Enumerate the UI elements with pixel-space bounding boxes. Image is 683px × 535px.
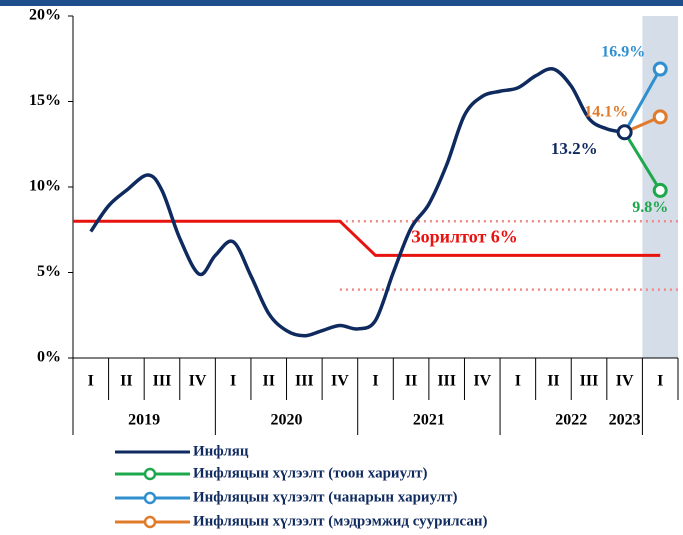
data-label: 14.1% <box>584 104 628 121</box>
y-tick-label: 20% <box>29 7 61 24</box>
x-tick-label: II <box>263 373 275 390</box>
y-tick-label: 5% <box>37 263 61 280</box>
legend-label: Инфляц <box>193 443 249 459</box>
series-marker <box>652 61 668 77</box>
group-label: 2023 <box>609 412 641 429</box>
x-tick-label: I <box>230 373 236 390</box>
x-tick-label: IV <box>616 373 634 390</box>
x-tick-label: II <box>547 373 559 390</box>
series-line <box>623 131 662 192</box>
legend-marker <box>143 491 157 505</box>
group-label: 2020 <box>271 412 303 429</box>
x-tick-label: II <box>120 373 132 390</box>
x-tick-label: III <box>295 373 314 390</box>
group-label: 2021 <box>413 412 445 429</box>
annotation: 13.2% <box>551 139 598 158</box>
x-tick-label: IV <box>473 373 491 390</box>
legend-label: Инфляцын хүлээлт (мэдрэмжид суурилсан) <box>193 513 488 529</box>
header-strip <box>0 0 683 6</box>
x-tick-label: IV <box>189 373 207 390</box>
legend-label: Инфляцын хүлээлт (тоон хариулт) <box>193 465 428 481</box>
x-tick-label: III <box>580 373 599 390</box>
legend-label: Инфляцын хүлээлт (чанарын хариулт) <box>193 489 457 505</box>
target-label: Зорилтот 6% <box>411 226 518 246</box>
x-tick-label: III <box>153 373 172 390</box>
data-label: 16.9% <box>601 44 645 61</box>
x-tick-label: I <box>88 373 94 390</box>
x-tick-label: I <box>372 373 378 390</box>
series-line <box>623 68 662 134</box>
x-tick-label: I <box>515 373 521 390</box>
series-marker <box>652 182 668 198</box>
data-label: 9.8% <box>632 199 668 216</box>
annotation-marker <box>616 124 633 141</box>
legend-marker <box>143 515 157 529</box>
y-tick-label: 15% <box>29 92 61 109</box>
target-line <box>73 219 661 257</box>
x-tick-label: III <box>437 373 456 390</box>
group-label: 2019 <box>128 412 160 429</box>
legend-marker <box>143 467 157 481</box>
series-line <box>89 66 625 338</box>
series-marker <box>652 109 668 125</box>
x-tick-label: II <box>405 373 417 390</box>
group-label: 2022 <box>555 412 587 429</box>
y-tick-label: 10% <box>29 178 61 195</box>
y-tick-label: 0% <box>37 349 61 366</box>
x-tick-label: IV <box>331 373 349 390</box>
x-tick-label: I <box>657 373 663 390</box>
